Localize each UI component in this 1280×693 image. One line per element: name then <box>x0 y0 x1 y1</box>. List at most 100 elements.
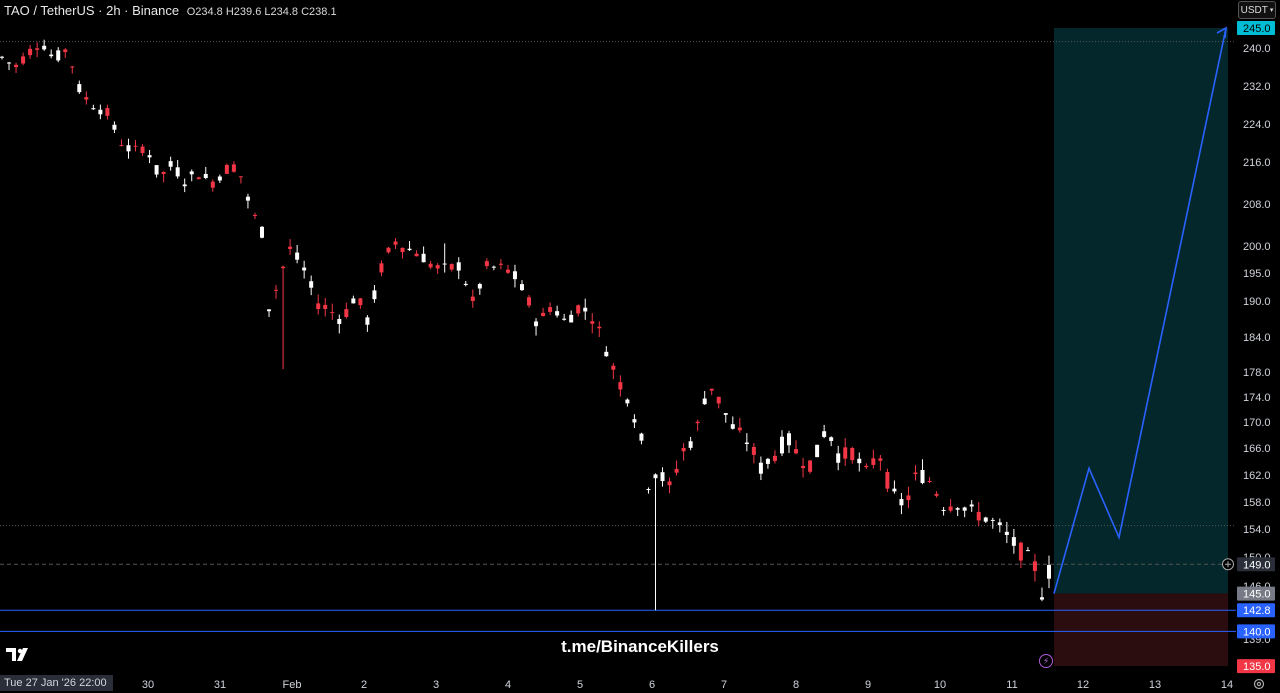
candle <box>267 309 272 317</box>
time-tick-label: 13 <box>1149 679 1161 691</box>
candle <box>906 486 911 509</box>
candle-body <box>217 176 222 181</box>
candle-body <box>238 176 243 178</box>
price-label-tag: 140.0 <box>1237 624 1275 639</box>
candle-body <box>56 50 61 61</box>
time-tick-label: 7 <box>721 679 727 691</box>
candle-body <box>442 263 447 265</box>
candle-body <box>555 311 560 316</box>
candle <box>330 303 335 320</box>
candle-body <box>456 262 461 271</box>
candle-body <box>604 351 609 357</box>
projection-line <box>1053 27 1227 594</box>
time-tick-label: 9 <box>865 679 871 691</box>
candle <box>983 516 988 523</box>
candlesticks <box>0 39 1051 611</box>
candle <box>822 424 827 439</box>
candle-body <box>723 413 728 415</box>
candle-body <box>259 226 264 238</box>
candle <box>674 460 679 476</box>
candle-body <box>1011 537 1016 546</box>
candle <box>632 414 637 428</box>
crosshair-date-label: Tue 27 Jan '26 22:00 <box>0 675 113 691</box>
price-label-background <box>1237 624 1275 639</box>
candle <box>618 375 623 397</box>
candle-body <box>885 472 890 489</box>
price-tick-label: 154.0 <box>1243 524 1271 536</box>
candle <box>379 260 384 277</box>
candle <box>49 49 54 59</box>
candle <box>435 263 440 274</box>
candle-body <box>351 298 356 304</box>
candle-body <box>913 472 918 475</box>
candle-body <box>639 433 644 441</box>
candle-body <box>744 442 749 445</box>
candle-body <box>358 298 363 306</box>
candle <box>920 459 925 485</box>
candle-body <box>189 171 194 175</box>
candle-body <box>316 303 321 310</box>
candle <box>562 313 567 321</box>
candle-body <box>653 474 658 479</box>
candle <box>927 476 932 484</box>
candle <box>98 104 103 120</box>
candle <box>730 416 735 430</box>
candle <box>892 480 897 494</box>
candle <box>421 246 426 263</box>
horizontal-lines <box>0 41 1236 632</box>
candle-body <box>491 266 496 268</box>
candle <box>414 250 419 257</box>
candle <box>224 163 229 174</box>
candle <box>449 263 454 272</box>
candle-body <box>534 321 539 327</box>
candle <box>63 48 68 58</box>
candle <box>716 396 721 409</box>
candle-body <box>1039 597 1044 600</box>
candle <box>238 176 243 184</box>
candle-body <box>920 469 925 484</box>
candle-body <box>231 164 236 172</box>
candle-body <box>597 326 602 329</box>
candle-body <box>98 109 103 115</box>
gear-icon[interactable] <box>1253 678 1265 690</box>
candle <box>231 161 236 173</box>
candle <box>1047 555 1051 589</box>
candle-body <box>14 64 19 68</box>
candle <box>583 298 588 320</box>
candle <box>344 302 349 319</box>
currency-dropdown-button[interactable]: USDT ▾ <box>1238 1 1276 19</box>
candle-body <box>21 56 26 64</box>
candle-body <box>70 66 75 68</box>
candle <box>126 138 131 159</box>
price-tick-label: 240.0 <box>1243 43 1271 55</box>
candle <box>569 310 574 323</box>
time-axis[interactable]: 30 31 Feb 2 3 4 5 6 7 8 9 10 11 12 13 14 <box>142 679 1233 691</box>
candle <box>723 412 728 423</box>
candle-body <box>632 419 637 423</box>
candle-body <box>850 448 855 461</box>
time-tick-label: 2 <box>361 679 367 691</box>
currency-label: USDT <box>1240 4 1268 16</box>
price-axis[interactable]: 240.0 232.0 224.0 216.0 208.0 200.0 195.0 190.0… <box>1222 21 1276 674</box>
candle-body <box>906 495 911 501</box>
candle-body <box>49 54 54 57</box>
candle <box>990 517 995 529</box>
candle-body <box>147 155 152 158</box>
candle-body <box>576 305 581 314</box>
price-tick-label: 216.0 <box>1243 157 1271 169</box>
candle-body <box>758 462 763 474</box>
tradingview-logo-icon[interactable] <box>6 648 32 662</box>
candle <box>484 258 489 269</box>
candle-body <box>801 465 806 469</box>
candle-body <box>295 252 300 260</box>
candle <box>386 247 391 254</box>
candle <box>653 473 658 611</box>
candle-body <box>787 433 792 446</box>
candle-body <box>667 481 672 486</box>
candle-body <box>976 511 981 521</box>
lightning-icon[interactable]: ⚡ <box>1039 654 1053 668</box>
candle-body <box>1004 531 1009 536</box>
candle <box>941 506 946 516</box>
candle <box>196 176 201 180</box>
